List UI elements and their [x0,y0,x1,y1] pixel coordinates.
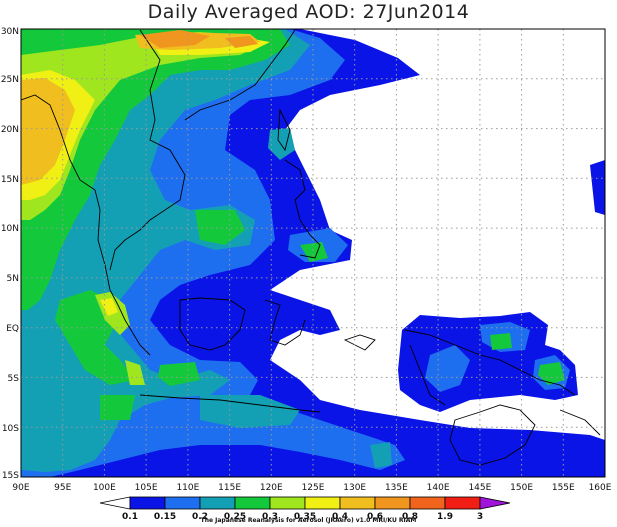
colorbar-label: 1.9 [437,512,453,522]
aod-region-015-east [590,160,605,215]
aod-region-025-tm [370,442,392,468]
colorbar-label: 3 [477,512,483,522]
aod-region-080-b [225,36,258,48]
lon-tick: 90E [12,483,29,493]
colorbar-label: 0.25 [224,512,246,522]
colorbar-arrow-high [479,496,511,510]
lat-tick: 30N [1,27,19,37]
lon-tick: 110E [176,483,199,493]
map-frame [20,28,606,478]
lon-tick: 135E [385,483,408,493]
lon-tick: 125E [302,483,325,493]
aod-region-030-e [100,395,135,420]
aod-region-080 [140,30,210,48]
aod-region-030-c [55,290,135,385]
lon-tick-labels: 90E 95E 100E 105E 110E 115E 120E 125E 13… [12,483,611,493]
lat-tick: 25N [1,75,19,85]
colorbar-bin [444,496,481,510]
lon-tick: 100E [93,483,116,493]
lon-tick: 120E [260,483,283,493]
lon-tick: 140E [427,483,450,493]
aod-region-030-g [490,333,512,350]
colorbar-bin [199,496,236,510]
credit-text: The Japanese Reanalysis for Aerosol (JRA… [200,517,417,524]
aod-region-025-s [200,395,300,428]
colorbar-bin [409,496,446,510]
colorbar [99,496,511,510]
colorbar-bin [129,496,166,510]
colorbar-bin [304,496,341,510]
colorbar-bin [374,496,411,510]
map-title: Daily Averaged AOD: 27Jun2014 [147,1,470,23]
lon-tick: 95E [54,483,71,493]
lat-tick: 15S [2,471,19,481]
lon-tick: 160E [589,483,612,493]
aod-region-030-f [300,242,328,262]
colorbar-label: 0.6 [367,512,383,522]
coastlines [21,29,601,466]
aod-region-040-c [100,298,118,316]
colorbar-bin [234,496,271,510]
lat-tick: 20N [1,125,19,135]
lon-tick: 155E [552,483,575,493]
colorbar-labels: 0.1 0.15 0.2 0.25 0.3 0.35 0.4 0.6 0.8 1… [122,512,483,522]
colorbar-label: 0.15 [154,512,176,522]
aod-field [21,29,605,477]
lon-tick: 105E [135,483,158,493]
colorbar-label: 0.2 [192,512,208,522]
colorbar-bin [339,496,376,510]
lat-tick: 5N [7,274,19,284]
colorbar-bin [269,496,306,510]
aod-region-030-h [538,362,565,385]
aod-region-060 [21,78,75,185]
aod-region-035-c [125,360,145,385]
lon-tick: 115E [218,483,241,493]
colorbar-label: 0.8 [402,512,418,522]
aod-region-035 [21,32,260,220]
lat-tick: 10S [2,424,19,434]
colorbar-label: 0.35 [294,512,316,522]
lat-tick-labels: 30N 25N 20N 15N 10N 5N EQ 5S 10S 15S [1,27,19,481]
lon-tick: 150E [510,483,533,493]
lat-tick: EQ [6,324,19,334]
aod-region-030-d [158,362,200,386]
colorbar-label: 0.1 [122,512,138,522]
colorbar-label: 0.3 [262,512,278,522]
aod-region-030-b [195,210,245,245]
aod-region-020-ng [425,345,470,392]
colorbar-label: 0.4 [332,512,348,522]
lat-tick: 15N [1,175,19,185]
colorbar-bin [164,496,201,510]
lon-tick: 145E [468,483,491,493]
lat-tick: 5S [8,374,20,384]
lat-tick: 10N [1,224,19,234]
colorbar-arrow-low [99,496,131,510]
lon-tick: 130E [343,483,366,493]
